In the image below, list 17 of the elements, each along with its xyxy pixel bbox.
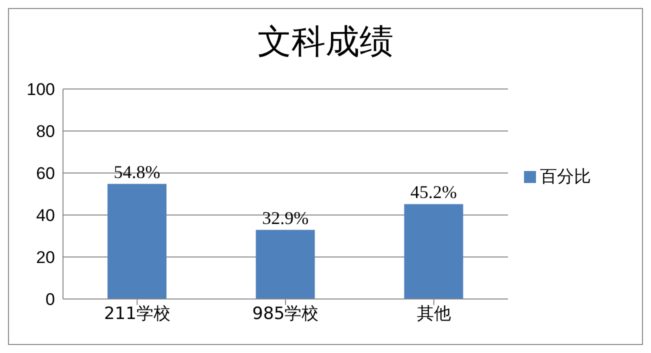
y-tick-label: 20 xyxy=(36,248,55,268)
data-label: 45.2% xyxy=(410,182,457,202)
legend-label: 百分比 xyxy=(540,167,591,187)
bar xyxy=(108,184,166,299)
x-tick-label: 211学校 xyxy=(104,304,170,324)
y-tick-label: 80 xyxy=(36,122,55,142)
data-label: 54.8% xyxy=(114,162,160,182)
chart-title: 文科成绩 xyxy=(256,21,394,64)
bar xyxy=(404,204,464,299)
x-tick-label: 其他 xyxy=(416,304,451,324)
y-tick-label: 0 xyxy=(46,290,55,310)
bar xyxy=(256,230,315,299)
data-label: 32.9% xyxy=(262,208,309,228)
y-tick-label: 40 xyxy=(36,206,55,226)
x-tick-label: 985学校 xyxy=(252,304,319,324)
y-tick-label: 60 xyxy=(36,164,55,184)
y-tick-label: 100 xyxy=(26,80,55,100)
